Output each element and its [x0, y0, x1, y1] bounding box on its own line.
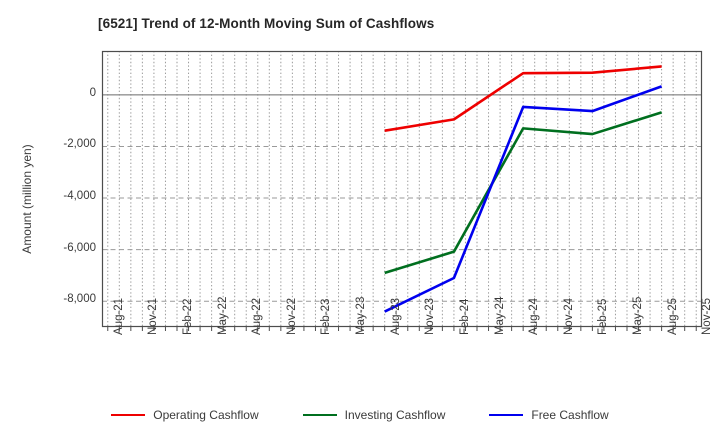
x-tick-label: May-23: [355, 296, 368, 335]
x-tick-label: Feb-25: [597, 298, 610, 335]
plot-frame: [101, 50, 703, 328]
x-tick-label: Nov-22: [285, 297, 298, 335]
x-tick-label: May-24: [493, 296, 506, 335]
y-tick-label: -4,000: [63, 190, 96, 203]
x-tick-label: Nov-25: [701, 297, 714, 335]
y-tick-label: -2,000: [63, 138, 96, 151]
legend-line-swatch-icon: [302, 414, 337, 416]
legend-item[interactable]: Free Cashflow: [489, 408, 609, 422]
x-tick-label: Aug-25: [666, 297, 679, 335]
y-tick-label: -6,000: [63, 241, 96, 254]
legend-line-swatch-icon: [111, 414, 146, 416]
legend-line-swatch-icon: [489, 414, 524, 416]
x-tick-label: May-25: [632, 296, 644, 335]
y-tick-label: 0: [89, 86, 96, 99]
x-tick-label: May-22: [216, 296, 229, 335]
series-line-0: [384, 65, 662, 132]
x-tick-label: Aug-23: [389, 297, 402, 335]
chart-legend: Operating Cashflow Investing Cashflow Free…: [0, 408, 720, 422]
x-tick-label: Aug-22: [251, 297, 264, 335]
y-tick-label: -8,000: [63, 293, 96, 306]
x-tick-label: Nov-24: [562, 297, 575, 335]
plot-background: [102, 51, 702, 327]
legend-item[interactable]: Investing Cashflow: [302, 408, 446, 422]
x-tick-label: Aug-24: [528, 297, 541, 335]
series-line-2: [384, 85, 663, 313]
x-tick-label: Nov-21: [147, 297, 160, 335]
x-tick-label: Nov-23: [424, 297, 437, 335]
x-tick-label: Feb-24: [458, 298, 471, 335]
legend-item[interactable]: Operating Cashflow: [111, 408, 259, 422]
legend-label: Operating Cashflow: [153, 408, 259, 422]
x-tick-label: Feb-22: [182, 298, 194, 335]
x-tick-label: Feb-23: [320, 298, 333, 335]
legend-label: Investing Cashflow: [344, 408, 446, 422]
legend-label: Free Cashflow: [531, 408, 609, 422]
chart-title: [6521] Trend of 12-Month Moving Sum of C…: [98, 16, 435, 31]
series-line-1: [384, 111, 663, 275]
x-tick-label: Aug-21: [112, 297, 125, 335]
